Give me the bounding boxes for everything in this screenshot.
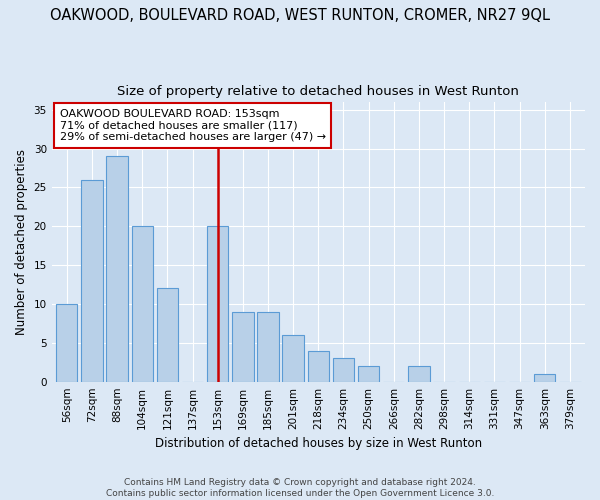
Title: Size of property relative to detached houses in West Runton: Size of property relative to detached ho… bbox=[118, 85, 519, 98]
Bar bbox=[283, 335, 304, 382]
Bar bbox=[408, 366, 430, 382]
Bar bbox=[56, 304, 77, 382]
Text: OAKWOOD, BOULEVARD ROAD, WEST RUNTON, CROMER, NR27 9QL: OAKWOOD, BOULEVARD ROAD, WEST RUNTON, CR… bbox=[50, 8, 550, 22]
Bar bbox=[157, 288, 178, 382]
Bar bbox=[333, 358, 354, 382]
Bar bbox=[131, 226, 153, 382]
Bar bbox=[358, 366, 379, 382]
Bar bbox=[308, 350, 329, 382]
Text: Contains HM Land Registry data © Crown copyright and database right 2024.
Contai: Contains HM Land Registry data © Crown c… bbox=[106, 478, 494, 498]
Y-axis label: Number of detached properties: Number of detached properties bbox=[15, 149, 28, 335]
Bar bbox=[106, 156, 128, 382]
Bar bbox=[207, 226, 229, 382]
Text: OAKWOOD BOULEVARD ROAD: 153sqm
71% of detached houses are smaller (117)
29% of s: OAKWOOD BOULEVARD ROAD: 153sqm 71% of de… bbox=[59, 109, 326, 142]
Bar bbox=[232, 312, 254, 382]
X-axis label: Distribution of detached houses by size in West Runton: Distribution of detached houses by size … bbox=[155, 437, 482, 450]
Bar bbox=[257, 312, 279, 382]
Bar bbox=[81, 180, 103, 382]
Bar bbox=[534, 374, 556, 382]
